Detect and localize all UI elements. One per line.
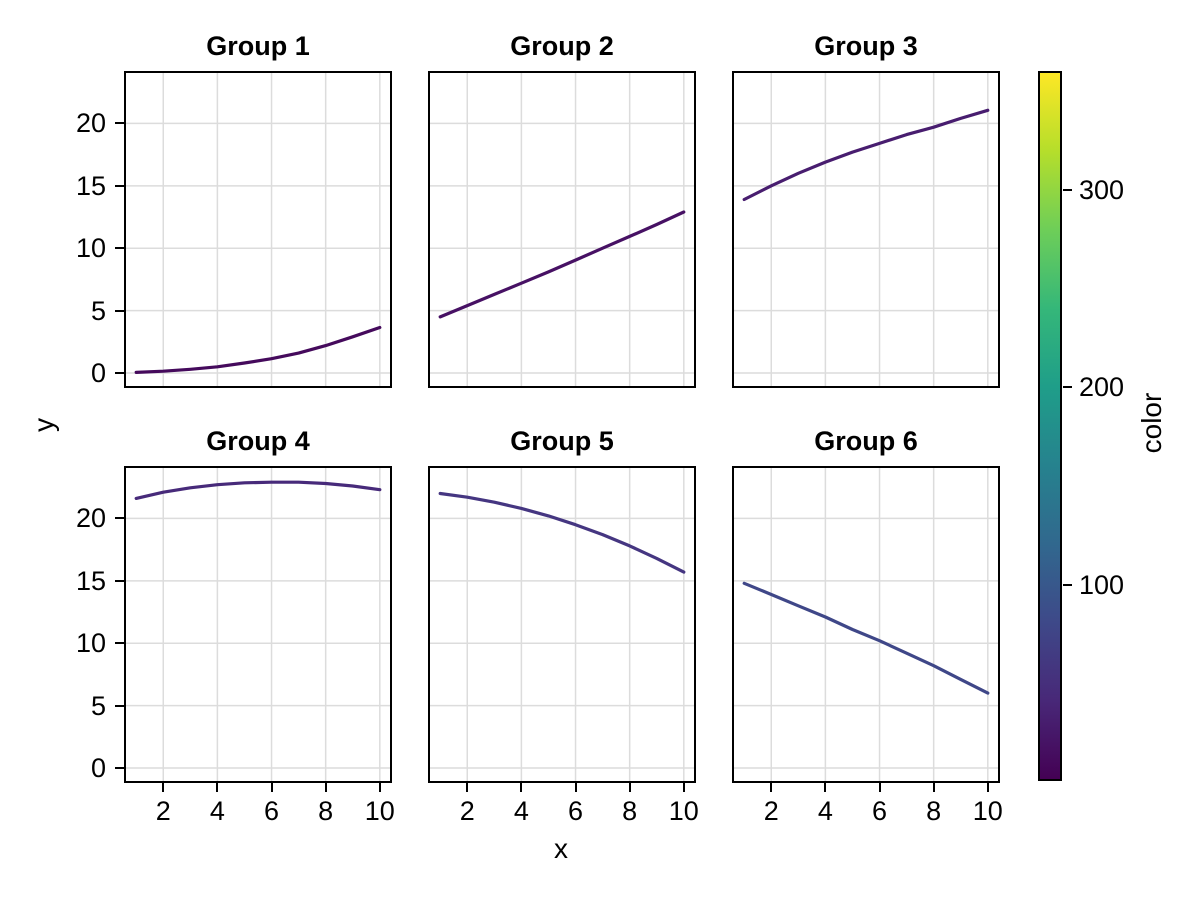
y-tick-label: 0 <box>90 358 106 389</box>
x-tick-label: 6 <box>568 796 584 826</box>
y-tick-mark <box>115 642 124 645</box>
panel-border <box>428 466 696 783</box>
y-tick-mark <box>115 579 124 582</box>
y-tick-mark <box>115 704 124 707</box>
x-tick-label: 10 <box>364 796 395 826</box>
y-tick-label: 10 <box>75 233 106 264</box>
x-tick-mark <box>378 783 381 792</box>
y-tick-label: 15 <box>75 565 106 596</box>
x-tick-label: 8 <box>622 796 638 826</box>
x-tick-label: 6 <box>264 796 280 826</box>
y-tick-mark <box>115 372 124 375</box>
x-tick-label: 4 <box>209 796 225 826</box>
panel-border <box>124 466 392 783</box>
x-tick-mark <box>574 783 577 792</box>
y-tick-mark <box>115 247 124 250</box>
y-tick-mark <box>115 517 124 520</box>
facet-plot-group-6 <box>732 466 1000 783</box>
facet-title-group-5: Group 5 <box>510 426 614 456</box>
x-axis-label: x <box>554 833 568 864</box>
facet-plot-group-1 <box>124 71 392 388</box>
line-series-group-4 <box>134 480 382 500</box>
y-tick-mark <box>115 122 124 125</box>
x-tick-mark <box>770 783 773 792</box>
colorbar-gradient <box>1038 71 1062 781</box>
facet-title-group-2: Group 2 <box>510 31 614 61</box>
x-tick-label: 4 <box>513 796 529 826</box>
facet-title-group-6: Group 6 <box>814 426 918 456</box>
panel-border <box>428 71 696 388</box>
colorbar-tick-label: 100 <box>1079 570 1125 601</box>
colorbar-label: color <box>1136 392 1167 454</box>
colorbar-tick-label: 300 <box>1079 174 1125 205</box>
x-tick-mark <box>628 783 631 792</box>
facet-plot-group-3 <box>732 71 1000 388</box>
x-tick-mark <box>878 783 881 792</box>
colorbar-tick-label: 200 <box>1079 372 1125 403</box>
x-tick-mark <box>216 783 219 792</box>
x-tick-label: 6 <box>872 796 888 826</box>
panel-border <box>732 71 1000 388</box>
line-series-group-3 <box>742 108 990 202</box>
x-tick-label: 2 <box>459 796 475 826</box>
y-tick-label: 20 <box>75 108 106 139</box>
x-tick-mark <box>682 783 685 792</box>
y-tick-label: 0 <box>90 753 106 784</box>
facet-title-group-1: Group 1 <box>206 31 310 61</box>
colorbar-tick-mark <box>1063 386 1072 389</box>
x-tick-label: 10 <box>668 796 699 826</box>
x-tick-label: 4 <box>817 796 833 826</box>
x-tick-mark <box>324 783 327 792</box>
y-tick-mark <box>115 184 124 187</box>
panel-border <box>124 71 392 388</box>
x-tick-mark <box>520 783 523 792</box>
x-tick-label: 8 <box>926 796 942 826</box>
facet-plot-group-2 <box>428 71 696 388</box>
y-tick-mark <box>115 767 124 770</box>
y-tick-label: 10 <box>75 628 106 659</box>
x-tick-mark <box>986 783 989 792</box>
x-tick-mark <box>466 783 469 792</box>
x-tick-label: 8 <box>318 796 334 826</box>
facet-plot-group-4 <box>124 466 392 783</box>
x-tick-label: 10 <box>972 796 1003 826</box>
x-tick-label: 2 <box>763 796 779 826</box>
facet-title-group-4: Group 4 <box>206 426 310 456</box>
line-series-group-1 <box>134 325 382 374</box>
panel-border <box>732 466 1000 783</box>
colorbar-tick-mark <box>1063 188 1072 191</box>
x-tick-mark <box>824 783 827 792</box>
y-tick-label: 5 <box>90 295 106 326</box>
line-series-group-6 <box>742 581 990 695</box>
facet-title-group-3: Group 3 <box>814 31 918 61</box>
y-tick-mark <box>115 309 124 312</box>
x-tick-label: 2 <box>155 796 171 826</box>
y-tick-label: 20 <box>75 503 106 534</box>
line-series-group-2 <box>438 210 686 319</box>
colorbar-tick-mark <box>1063 584 1072 587</box>
facet-plot-group-5 <box>428 466 696 783</box>
x-tick-mark <box>162 783 165 792</box>
y-tick-label: 5 <box>90 690 106 721</box>
x-tick-mark <box>270 783 273 792</box>
x-tick-mark <box>932 783 935 792</box>
line-series-group-5 <box>438 491 686 574</box>
y-tick-label: 15 <box>75 170 106 201</box>
